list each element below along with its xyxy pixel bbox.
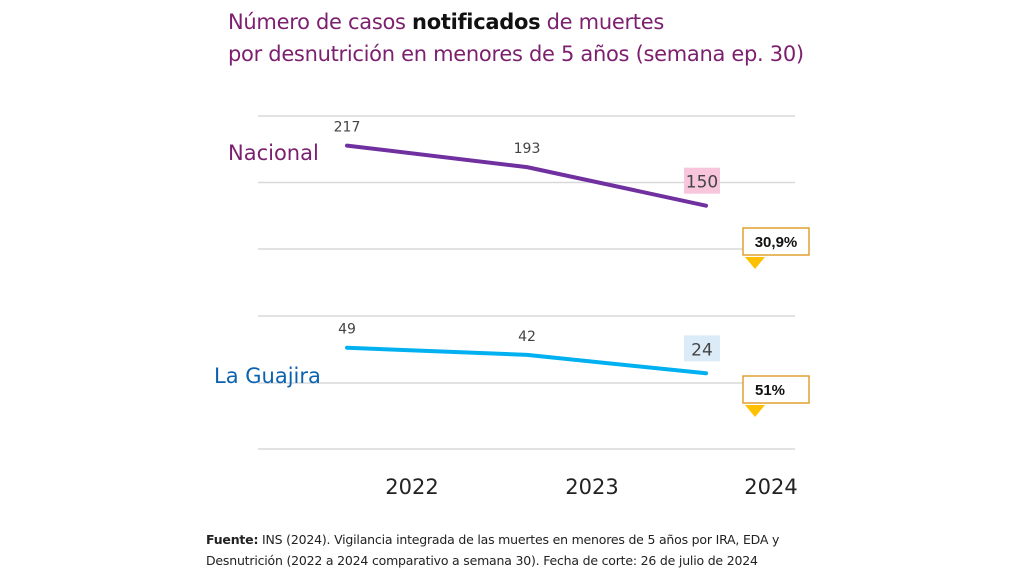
series-group: 217 193 150 49 42 24 bbox=[334, 120, 720, 376]
source-label: Fuente: bbox=[206, 532, 259, 547]
series-line-0 bbox=[345, 143, 708, 208]
series-label-nacional: Nacional bbox=[228, 141, 319, 165]
title-line2: por desnutrición en menores de 5 años (s… bbox=[228, 42, 804, 66]
chart-title: Número de casos notificados de muertes p… bbox=[228, 6, 848, 70]
data-label: 49 bbox=[338, 322, 356, 338]
title-line1-post: de muertes bbox=[540, 10, 665, 34]
data-label-highlight bbox=[684, 335, 720, 362]
change-annotations: 30,9% 51% bbox=[742, 227, 810, 417]
title-line1-pre: Número de casos bbox=[228, 10, 413, 34]
source-footer: Fuente: INS (2024). Vigilancia integrada… bbox=[206, 529, 826, 571]
data-label: 42 bbox=[518, 329, 536, 345]
change-box bbox=[742, 227, 810, 256]
x-tick-label: 2023 bbox=[565, 475, 618, 499]
data-label: 217 bbox=[334, 120, 361, 136]
source-text: INS (2024). Vigilancia integrada de las … bbox=[206, 532, 780, 568]
down-arrow-icon bbox=[745, 257, 765, 269]
series-line-1 bbox=[345, 345, 708, 376]
down-arrow-icon bbox=[745, 405, 765, 417]
data-label-highlight bbox=[684, 167, 720, 194]
data-label: 193 bbox=[514, 141, 541, 157]
data-label: 24 bbox=[691, 340, 713, 360]
data-label: 150 bbox=[686, 173, 718, 193]
change-percent: 51% bbox=[755, 382, 785, 399]
title-line1-bold: notificados bbox=[412, 10, 541, 34]
change-percent: 30,9% bbox=[755, 234, 798, 251]
change-box bbox=[742, 375, 810, 404]
series-label-la-guajira: La Guajira bbox=[214, 364, 321, 388]
x-tick-label: 2024 bbox=[744, 475, 797, 499]
x-axis: 2022 2023 2024 bbox=[385, 475, 797, 499]
x-tick-label: 2022 bbox=[385, 475, 438, 499]
